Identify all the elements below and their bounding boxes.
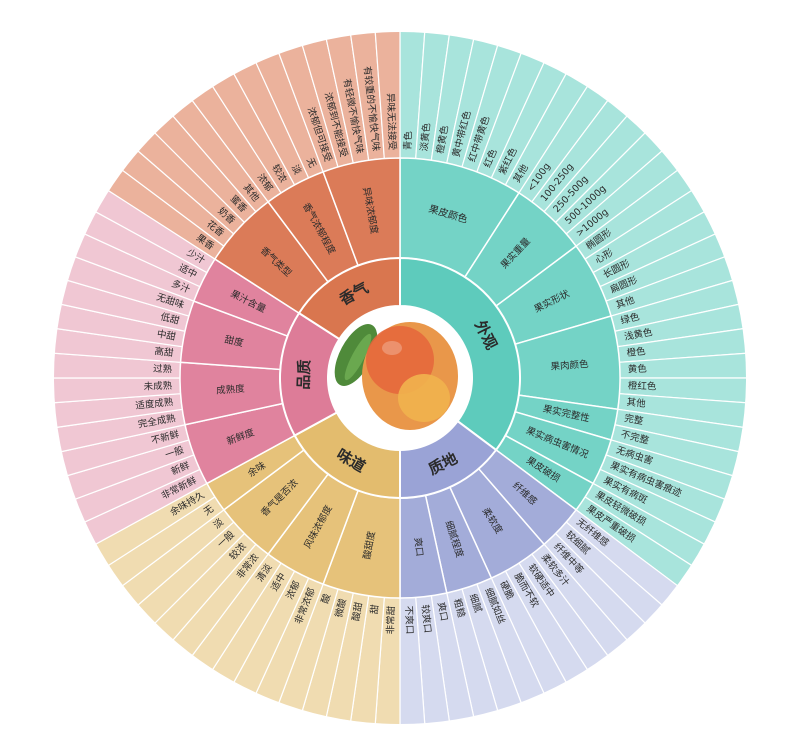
leaf-label: 青色 [402, 130, 415, 150]
leaf-label: 较爽口 [419, 604, 434, 634]
leaf-label: 其他 [614, 294, 636, 312]
subcategory-label: 爽口 [412, 537, 425, 557]
category-label: 品质 [295, 359, 314, 390]
leaf-label: 低甜 [159, 311, 181, 327]
leaf-label: 橙色 [626, 345, 647, 359]
leaf-label: 橙黄色 [434, 124, 451, 155]
leaf-label: 无 [304, 156, 318, 169]
subcategory-label: 甜度 [223, 333, 245, 349]
leaf-label: 其他 [626, 396, 647, 410]
leaf-label: 非常甜 [384, 605, 397, 634]
leaf-label: 细腻 [467, 592, 485, 614]
leaf-label: 微酸 [333, 597, 349, 619]
leaf-label: 淡黄色 [418, 122, 433, 152]
leaf-label: 一般 [164, 444, 186, 462]
subcategory-label: 果肉颜色 [550, 358, 589, 373]
subcategory-ring: 果皮颜色果实重量果实形状果肉颜色果实完整性果实病虫害情况果皮破损纤维感柔软度细腻… [179, 157, 621, 599]
leaf-label: 绿色 [619, 310, 641, 326]
leaf-label: 未成熟 [143, 380, 172, 393]
subcategory-label: 酸甜度 [361, 530, 378, 561]
leaf-label: 甜 [368, 604, 381, 615]
mango-icon [328, 306, 472, 450]
leaf-label: 适度成熟 [135, 396, 175, 412]
subcategory-label: 成熟度 [216, 383, 246, 397]
leaf-label: 异味无法接受 [384, 93, 398, 150]
leaf-label: 不爽口 [403, 606, 415, 635]
leaf-label: 爽口 [435, 601, 449, 622]
leaf-label: 橙红色 [628, 380, 657, 393]
leaf-label: 中甜 [156, 328, 177, 343]
leaf-label: 高甜 [154, 345, 175, 359]
leaf-label: 酸 [319, 592, 334, 605]
leaf-label: 完整 [623, 412, 644, 427]
wheel-outline [52, 30, 748, 726]
leaf-label: 粗糙 [451, 597, 467, 619]
leaf-label: 浅黄色 [623, 326, 654, 343]
leaf-label: 过熟 [153, 363, 173, 376]
leaf-label: 黄色 [628, 363, 648, 376]
leaf-label: 酸甜 [350, 601, 365, 622]
